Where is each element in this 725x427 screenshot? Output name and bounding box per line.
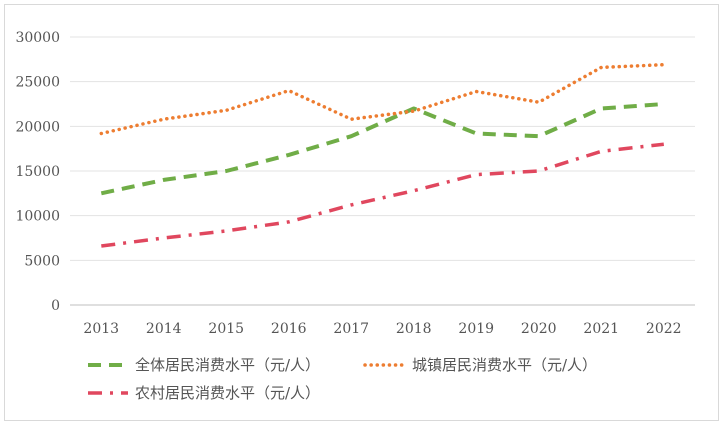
y-axis-ticks: 0 5000 10000 15000 20000 25000 30000 xyxy=(15,30,60,314)
series-line-1 xyxy=(99,62,666,136)
x-tick-label: 2021 xyxy=(583,321,619,337)
chart-frame xyxy=(4,4,719,421)
y-tick-label: 30000 xyxy=(15,30,60,46)
x-tick-label: 2018 xyxy=(396,321,432,337)
data-point xyxy=(537,170,540,173)
data-point xyxy=(287,89,290,92)
series-line-0 xyxy=(100,102,664,196)
series-line-2 xyxy=(101,142,664,248)
data-point xyxy=(412,189,415,192)
data-point xyxy=(475,132,478,135)
data-point xyxy=(225,229,228,232)
data-point xyxy=(287,153,290,156)
gridlines xyxy=(70,36,695,306)
data-point xyxy=(162,118,165,121)
data-point xyxy=(350,118,353,121)
x-tick-label: 2022 xyxy=(646,321,682,337)
data-point xyxy=(600,107,603,110)
data-point xyxy=(662,103,665,106)
data-point xyxy=(412,110,415,113)
data-point xyxy=(600,66,603,69)
data-point xyxy=(350,203,353,206)
data-point xyxy=(225,170,228,173)
x-tick-label: 2020 xyxy=(521,321,557,337)
y-tick-label: 10000 xyxy=(15,209,60,225)
legend: 全体居民消费水平（元/人） 城镇居民消费水平（元/人） 农村居民消费水平（元/人） xyxy=(88,356,597,402)
legend-label-2: 农村居民消费水平（元/人） xyxy=(135,384,320,402)
data-point xyxy=(537,135,540,138)
x-tick-label: 2015 xyxy=(208,321,244,337)
legend-label-0: 全体居民消费水平（元/人） xyxy=(135,356,320,374)
x-axis-ticks: 2013 2014 2015 2016 2017 2018 2019 2020 2021 2022 xyxy=(83,321,681,337)
data-point xyxy=(162,237,165,240)
data-point xyxy=(287,220,290,223)
x-tick-label: 2017 xyxy=(333,321,369,337)
series-lines xyxy=(99,62,666,248)
y-tick-label: 0 xyxy=(51,298,60,314)
data-point xyxy=(162,178,165,181)
data-point xyxy=(475,90,478,93)
legend-label-1: 城镇居民消费水平（元/人） xyxy=(412,356,597,374)
data-point xyxy=(100,245,103,248)
data-point xyxy=(662,63,665,66)
y-tick-label: 25000 xyxy=(15,75,60,91)
x-tick-label: 2014 xyxy=(146,321,182,337)
y-tick-label: 5000 xyxy=(24,253,60,269)
y-tick-label: 20000 xyxy=(15,119,60,135)
data-point xyxy=(475,173,478,176)
data-point xyxy=(662,143,665,146)
y-tick-label: 15000 xyxy=(15,164,60,180)
x-tick-label: 2019 xyxy=(458,321,494,337)
x-tick-label: 2016 xyxy=(271,321,307,337)
data-point xyxy=(225,109,228,112)
data-point xyxy=(100,192,103,195)
x-tick-label: 2013 xyxy=(83,321,119,337)
data-point xyxy=(537,101,540,104)
data-point xyxy=(600,150,603,153)
data-point xyxy=(350,135,353,138)
data-point xyxy=(100,132,103,135)
